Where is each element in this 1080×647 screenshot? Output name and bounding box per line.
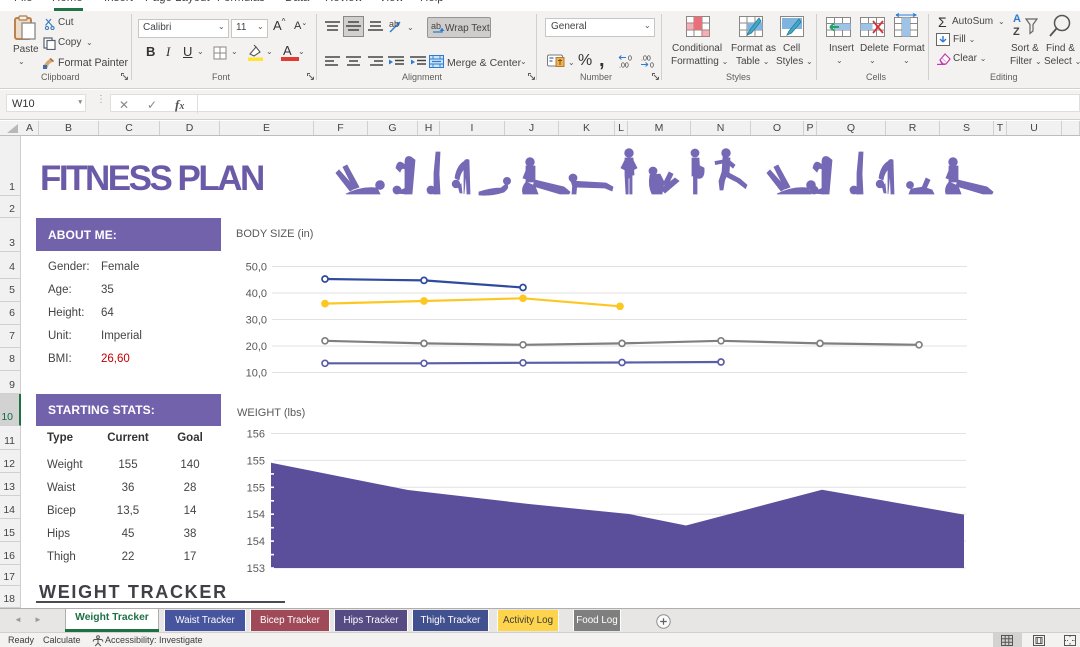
svg-text:0: 0 (628, 56, 632, 63)
svg-text:40,0: 40,0 (246, 288, 267, 300)
svg-text:154: 154 (247, 509, 265, 521)
svg-text:20,0: 20,0 (246, 341, 267, 353)
svg-text:155: 155 (247, 455, 265, 467)
svg-text:0: 0 (650, 63, 654, 69)
svg-text:WEIGHT (lbs): WEIGHT (lbs) (237, 407, 305, 419)
svg-text:BODY SIZE (in): BODY SIZE (in) (236, 228, 313, 240)
svg-text:ab: ab (389, 19, 399, 29)
svg-text:156: 156 (247, 429, 265, 441)
svg-text:155: 155 (247, 482, 265, 494)
svg-text:30,0: 30,0 (246, 315, 267, 327)
svg-text:10,0: 10,0 (246, 368, 267, 380)
svg-text:ab: ab (431, 21, 441, 31)
svg-text:154: 154 (247, 536, 265, 548)
svg-text:.00: .00 (619, 63, 629, 69)
svg-text:.00: .00 (641, 56, 651, 63)
svg-text:50,0: 50,0 (246, 262, 267, 274)
svg-text:153: 153 (247, 563, 265, 574)
